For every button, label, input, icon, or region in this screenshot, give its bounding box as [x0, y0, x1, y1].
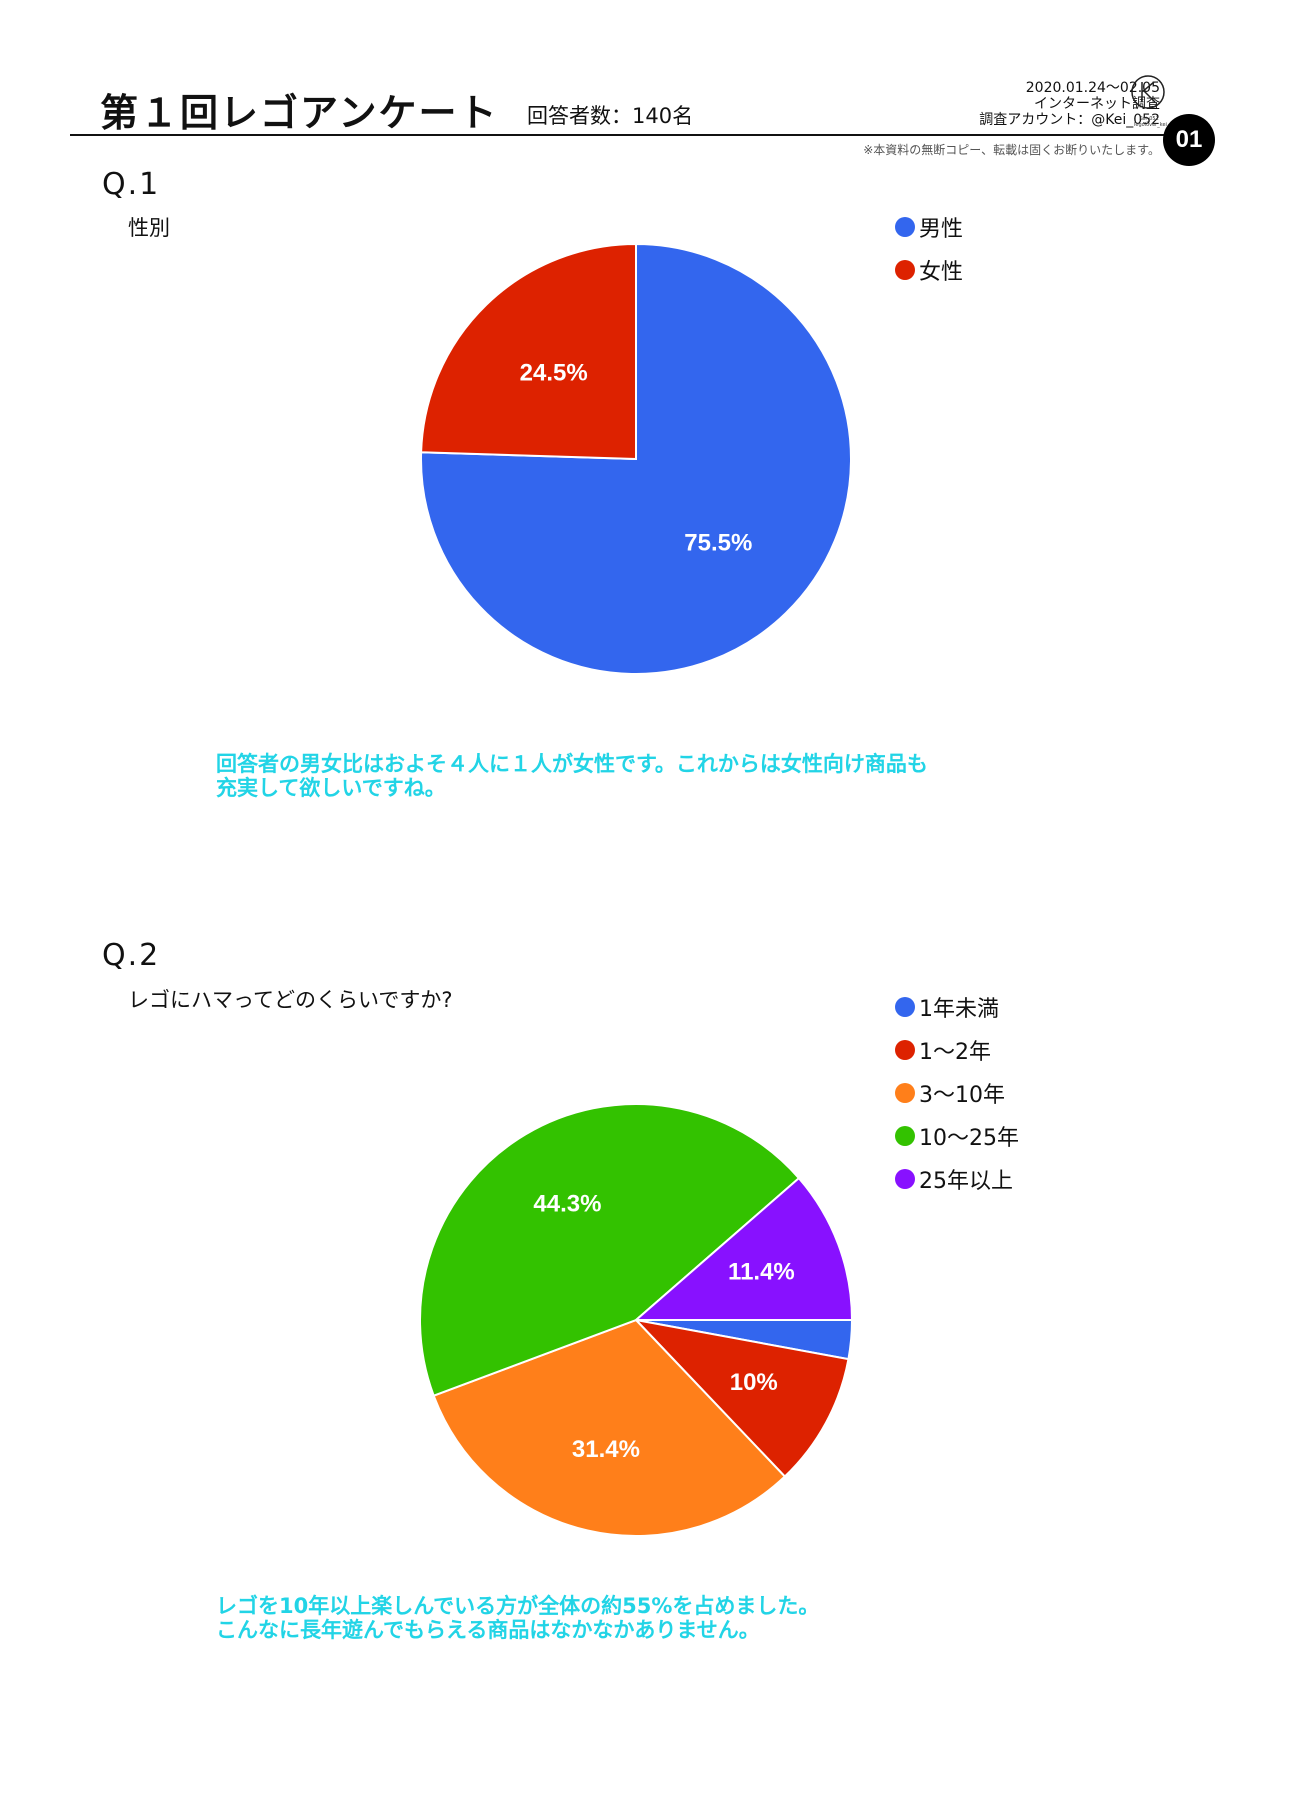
slice-label: 11.4%	[728, 1258, 795, 1285]
survey-account: 調査アカウント：@Kei_052	[979, 112, 1160, 128]
slice-label: 10%	[730, 1369, 778, 1396]
legend-item: 10〜25年	[895, 1114, 1019, 1157]
comment: 回答者の男女比はおよそ４人に１人が女性です。これからは女性向け商品も 充実して欲…	[216, 752, 928, 800]
header-divider	[70, 134, 1178, 136]
pie-chart: 10% 31.4% 44.3% 11.4%	[419, 1103, 854, 1537]
legend-label: 10〜25年	[919, 1125, 1019, 1151]
survey-method: インターネット調査	[1034, 96, 1160, 112]
slice-label: 24.5%	[520, 359, 588, 386]
question-number: Q.1	[102, 167, 161, 202]
survey-meta: 2020.01.24〜02.05 インターネット調査 調査アカウント：@Kei_…	[979, 80, 1160, 128]
question-number: Q.2	[102, 938, 161, 973]
question-text: レゴにハマってどのくらいですか?	[128, 988, 453, 1012]
pie-slice	[432, 1318, 787, 1537]
legend-label: 男性	[919, 216, 964, 242]
slice-label: 31.4%	[572, 1436, 640, 1463]
legend-swatch	[895, 996, 915, 1017]
legend-item: 1年未満	[895, 985, 1019, 1028]
logo-icon	[1131, 75, 1165, 109]
chart-legend: 1年未満 1〜2年 3〜10年 10〜25年 25年以上	[895, 985, 1019, 1200]
legend-swatch	[895, 1125, 915, 1146]
legend-item: 女性	[895, 248, 963, 291]
legend-swatch	[895, 259, 915, 280]
legend-swatch	[895, 1082, 915, 1103]
logo-caption: Kei_052 legolover_kei	[1134, 116, 1167, 128]
chart-legend: 男性 女性	[895, 205, 963, 291]
legend-item: 1〜2年	[895, 1028, 1019, 1071]
comment: レゴを10年以上楽しんでいる方が全体の約55%を占めました。 こんなに長年遊んで…	[216, 1594, 819, 1642]
pie-slice	[633, 1176, 854, 1321]
legend-item: 3〜10年	[895, 1071, 1019, 1114]
slice-label: 75.5%	[684, 529, 752, 556]
comment-line: 回答者の男女比はおよそ４人に１人が女性です。これからは女性向け商品も	[216, 752, 928, 776]
page-number-badge: 01	[1163, 114, 1215, 166]
legend-swatch	[895, 1168, 915, 1189]
comment-line: レゴを10年以上楽しんでいる方が全体の約55%を占めました。	[216, 1594, 820, 1618]
legend-item: 25年以上	[895, 1157, 1019, 1200]
legend-label: 1年未満	[919, 996, 999, 1022]
legend-label: 25年以上	[919, 1168, 1013, 1194]
pie-chart: 75.5% 24.5%	[420, 242, 852, 675]
legend-swatch	[895, 1039, 915, 1060]
legend-swatch	[895, 216, 915, 237]
page-title: 第１回レゴアンケート	[100, 91, 499, 135]
question-text: 性別	[128, 216, 170, 240]
survey-period: 2020.01.24〜02.05	[1025, 80, 1160, 96]
comment-line: こんなに長年遊んでもらえる商品はなかなかありません。	[216, 1618, 760, 1642]
comment-line: 充実して欲しいですね。	[216, 776, 446, 800]
legend-label: 女性	[919, 259, 964, 285]
respondent-count: 回答者数：140名	[527, 104, 694, 128]
legend-item: 男性	[895, 205, 963, 248]
legend-label: 1〜2年	[919, 1039, 991, 1065]
pie-slice	[420, 242, 637, 461]
pie-slice	[633, 1318, 850, 1478]
legend-label: 3〜10年	[919, 1082, 1005, 1108]
slice-label: 44.3%	[533, 1190, 601, 1217]
pie-slice	[419, 1103, 801, 1398]
copyright-note: ※本資料の無断コピー、転載は固くお断りいたします。	[863, 143, 1160, 157]
